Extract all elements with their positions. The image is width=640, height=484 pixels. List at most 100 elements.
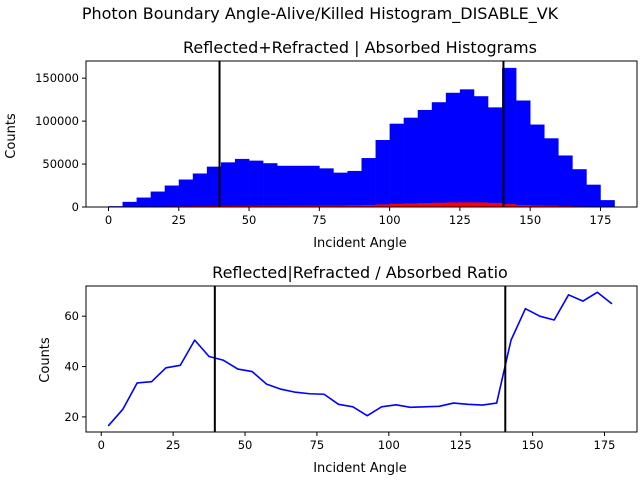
top-bar-series0 (333, 173, 347, 207)
top-bar-series0 (249, 161, 263, 207)
top-y-tick-label: 50000 (42, 157, 79, 171)
top-bar-series0 (432, 102, 446, 207)
top-bar-series0 (291, 166, 305, 207)
ratio-data-point (525, 308, 526, 309)
ratio-data-point (395, 404, 396, 405)
top-bar-series0 (544, 138, 558, 207)
ratio-data-point (467, 404, 468, 405)
ratio-data-point (280, 389, 281, 390)
ratio-data-point (439, 406, 440, 407)
ratio-data-point (453, 402, 454, 403)
top-bar-series0 (151, 192, 165, 207)
bottom-y-tick-label: 20 (64, 410, 79, 424)
bottom-x-tick-label: 75 (310, 438, 325, 452)
ratio-data-point (539, 316, 540, 317)
ratio-data-point (410, 407, 411, 408)
top-x-axis-label: Incident Angle (313, 236, 407, 251)
ratio-data-point (510, 340, 511, 341)
top-bar-series0 (586, 185, 600, 207)
bottom-x-tick-label: 150 (522, 438, 544, 452)
ratio-data-point (338, 404, 339, 405)
top-bar-series0 (193, 174, 207, 207)
bottom-axes-frame (86, 286, 637, 432)
top-bar-series0 (305, 166, 319, 207)
ratio-data-point (496, 402, 497, 403)
ratio-data-point (554, 319, 555, 320)
top-bar-series0 (418, 110, 432, 207)
top-y-axis-label: Counts (4, 113, 19, 159)
bottom-y-tick-label: 40 (64, 360, 79, 374)
top-y-tick-label: 100000 (35, 114, 79, 128)
top-bar-series1 (488, 203, 502, 207)
bottom-x-axis-label: Incident Angle (313, 461, 407, 476)
top-bar-series0 (474, 96, 488, 207)
ratio-data-point (223, 360, 224, 361)
bottom-chart-title: Reflected|Refracted / Absorbed Ratio (212, 263, 508, 282)
bottom-x-tick-label: 125 (450, 438, 472, 452)
top-y-tick-label: 150000 (35, 71, 79, 85)
top-bar-series1 (446, 202, 460, 207)
ratio-data-point (324, 394, 325, 395)
bottom-x-tick-label: 25 (166, 438, 181, 452)
top-x-tick-label: 175 (589, 213, 611, 227)
top-bar-series0 (263, 163, 277, 207)
ratio-data-point (568, 294, 569, 295)
ratio-data-point (137, 382, 138, 383)
top-x-tick-label: 0 (105, 213, 112, 227)
ratio-data-point (295, 392, 296, 393)
ratio-data-point (108, 425, 109, 426)
bottom-y-axis-label: Counts (38, 337, 53, 383)
top-bar-series0 (179, 180, 193, 207)
top-bar-series0 (362, 158, 376, 207)
ratio-data-point (597, 292, 598, 293)
top-bar-series0 (530, 125, 544, 207)
figure-suptitle: Photon Boundary Angle-Alive/Killed Histo… (82, 4, 559, 24)
top-chart-title: Reflected+Refracted | Absorbed Histogram… (183, 38, 537, 57)
top-bar-series0 (460, 89, 474, 207)
top-bar-series0 (600, 200, 614, 207)
ratio-data-point (309, 393, 310, 394)
ratio-data-point (122, 409, 123, 410)
top-bar-series0 (277, 166, 291, 207)
top-bar-series1 (404, 203, 418, 207)
bottom-y-tick-label: 60 (64, 309, 79, 323)
ratio-data-point (208, 356, 209, 357)
bottom-x-tick-label: 175 (594, 438, 616, 452)
top-bar-series0 (404, 118, 418, 207)
ratio-data-point (367, 415, 368, 416)
top-x-tick-label: 150 (519, 213, 541, 227)
ratio-data-point (611, 303, 612, 304)
top-bar-series0 (221, 162, 235, 207)
top-bar-series0 (347, 171, 361, 207)
top-x-tick-label: 50 (242, 213, 257, 227)
top-bar-series0 (488, 107, 502, 207)
ratio-data-point (237, 368, 238, 369)
ratio-data-point (424, 406, 425, 407)
top-bar-series1 (474, 202, 488, 207)
top-bar-series0 (446, 93, 460, 207)
top-bar-series0 (165, 186, 179, 207)
ratio-data-point (180, 365, 181, 366)
top-bar-series0 (235, 159, 249, 207)
top-x-tick-label: 125 (449, 213, 471, 227)
bottom-x-tick-label: 0 (98, 438, 105, 452)
top-bar-series1 (418, 203, 432, 207)
top-x-tick-label: 100 (379, 213, 401, 227)
top-bar-series0 (123, 202, 137, 207)
top-bar-series0 (376, 140, 390, 207)
bottom-x-tick-label: 50 (238, 438, 253, 452)
top-bar-series0 (319, 168, 333, 207)
ratio-data-point (194, 340, 195, 341)
top-bar-series1 (432, 203, 446, 207)
ratio-series-line (108, 292, 611, 425)
ratio-data-point (151, 381, 152, 382)
ratio-data-point (252, 371, 253, 372)
top-x-tick-label: 25 (171, 213, 186, 227)
top-x-tick-label: 75 (312, 213, 327, 227)
top-bar-series0 (516, 101, 530, 207)
ratio-data-point (582, 301, 583, 302)
top-bar-series0 (558, 155, 572, 207)
